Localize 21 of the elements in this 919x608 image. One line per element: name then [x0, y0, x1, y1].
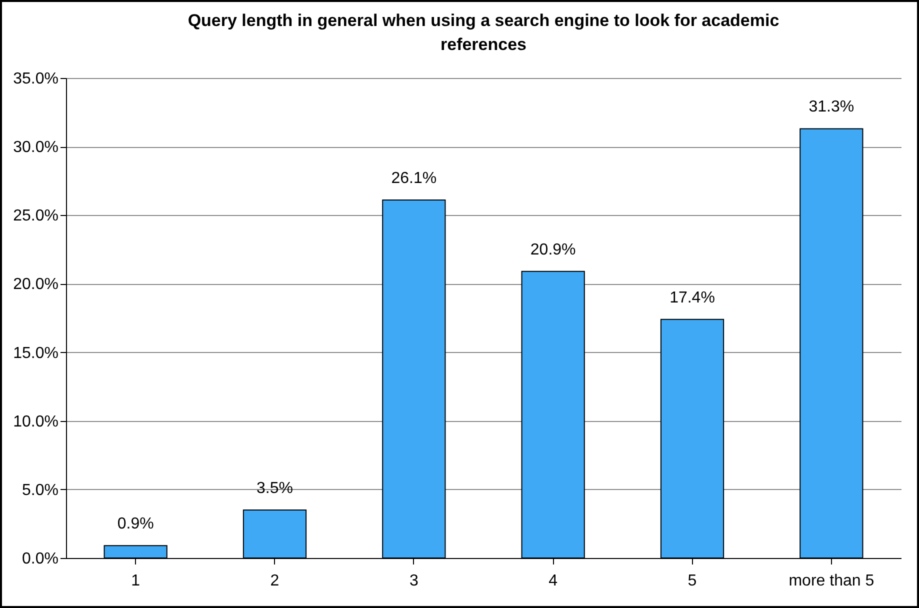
data-label: 20.9%	[530, 241, 576, 258]
y-tick-label: 30.0%	[13, 139, 58, 156]
data-label: 31.3%	[808, 98, 854, 116]
y-tick-label: 35.0%	[13, 70, 58, 88]
x-tick-label: 5	[688, 572, 697, 590]
data-label: 3.5%	[256, 480, 293, 497]
data-label: 26.1%	[391, 170, 437, 188]
x-tick-label: 3	[409, 572, 418, 590]
y-tick-label: 0.0%	[22, 550, 58, 568]
x-tick-label: 2	[270, 572, 280, 590]
y-tick-label: 5.0%	[22, 482, 58, 499]
x-tick-label: 1	[131, 572, 140, 590]
y-tick-label: 15.0%	[13, 344, 58, 362]
y-tick-label: 10.0%	[13, 413, 58, 430]
x-tick-label: 4	[548, 572, 558, 590]
y-tick-label: 25.0%	[13, 208, 58, 225]
data-label: 17.4%	[670, 289, 715, 306]
data-label: 0.9%	[117, 516, 154, 533]
y-tick-label: 20.0%	[13, 276, 58, 294]
chart-title: Query length in general when using a search engine to look for academic references	[188, 11, 780, 54]
x-tick-label: more than 5	[788, 572, 874, 590]
